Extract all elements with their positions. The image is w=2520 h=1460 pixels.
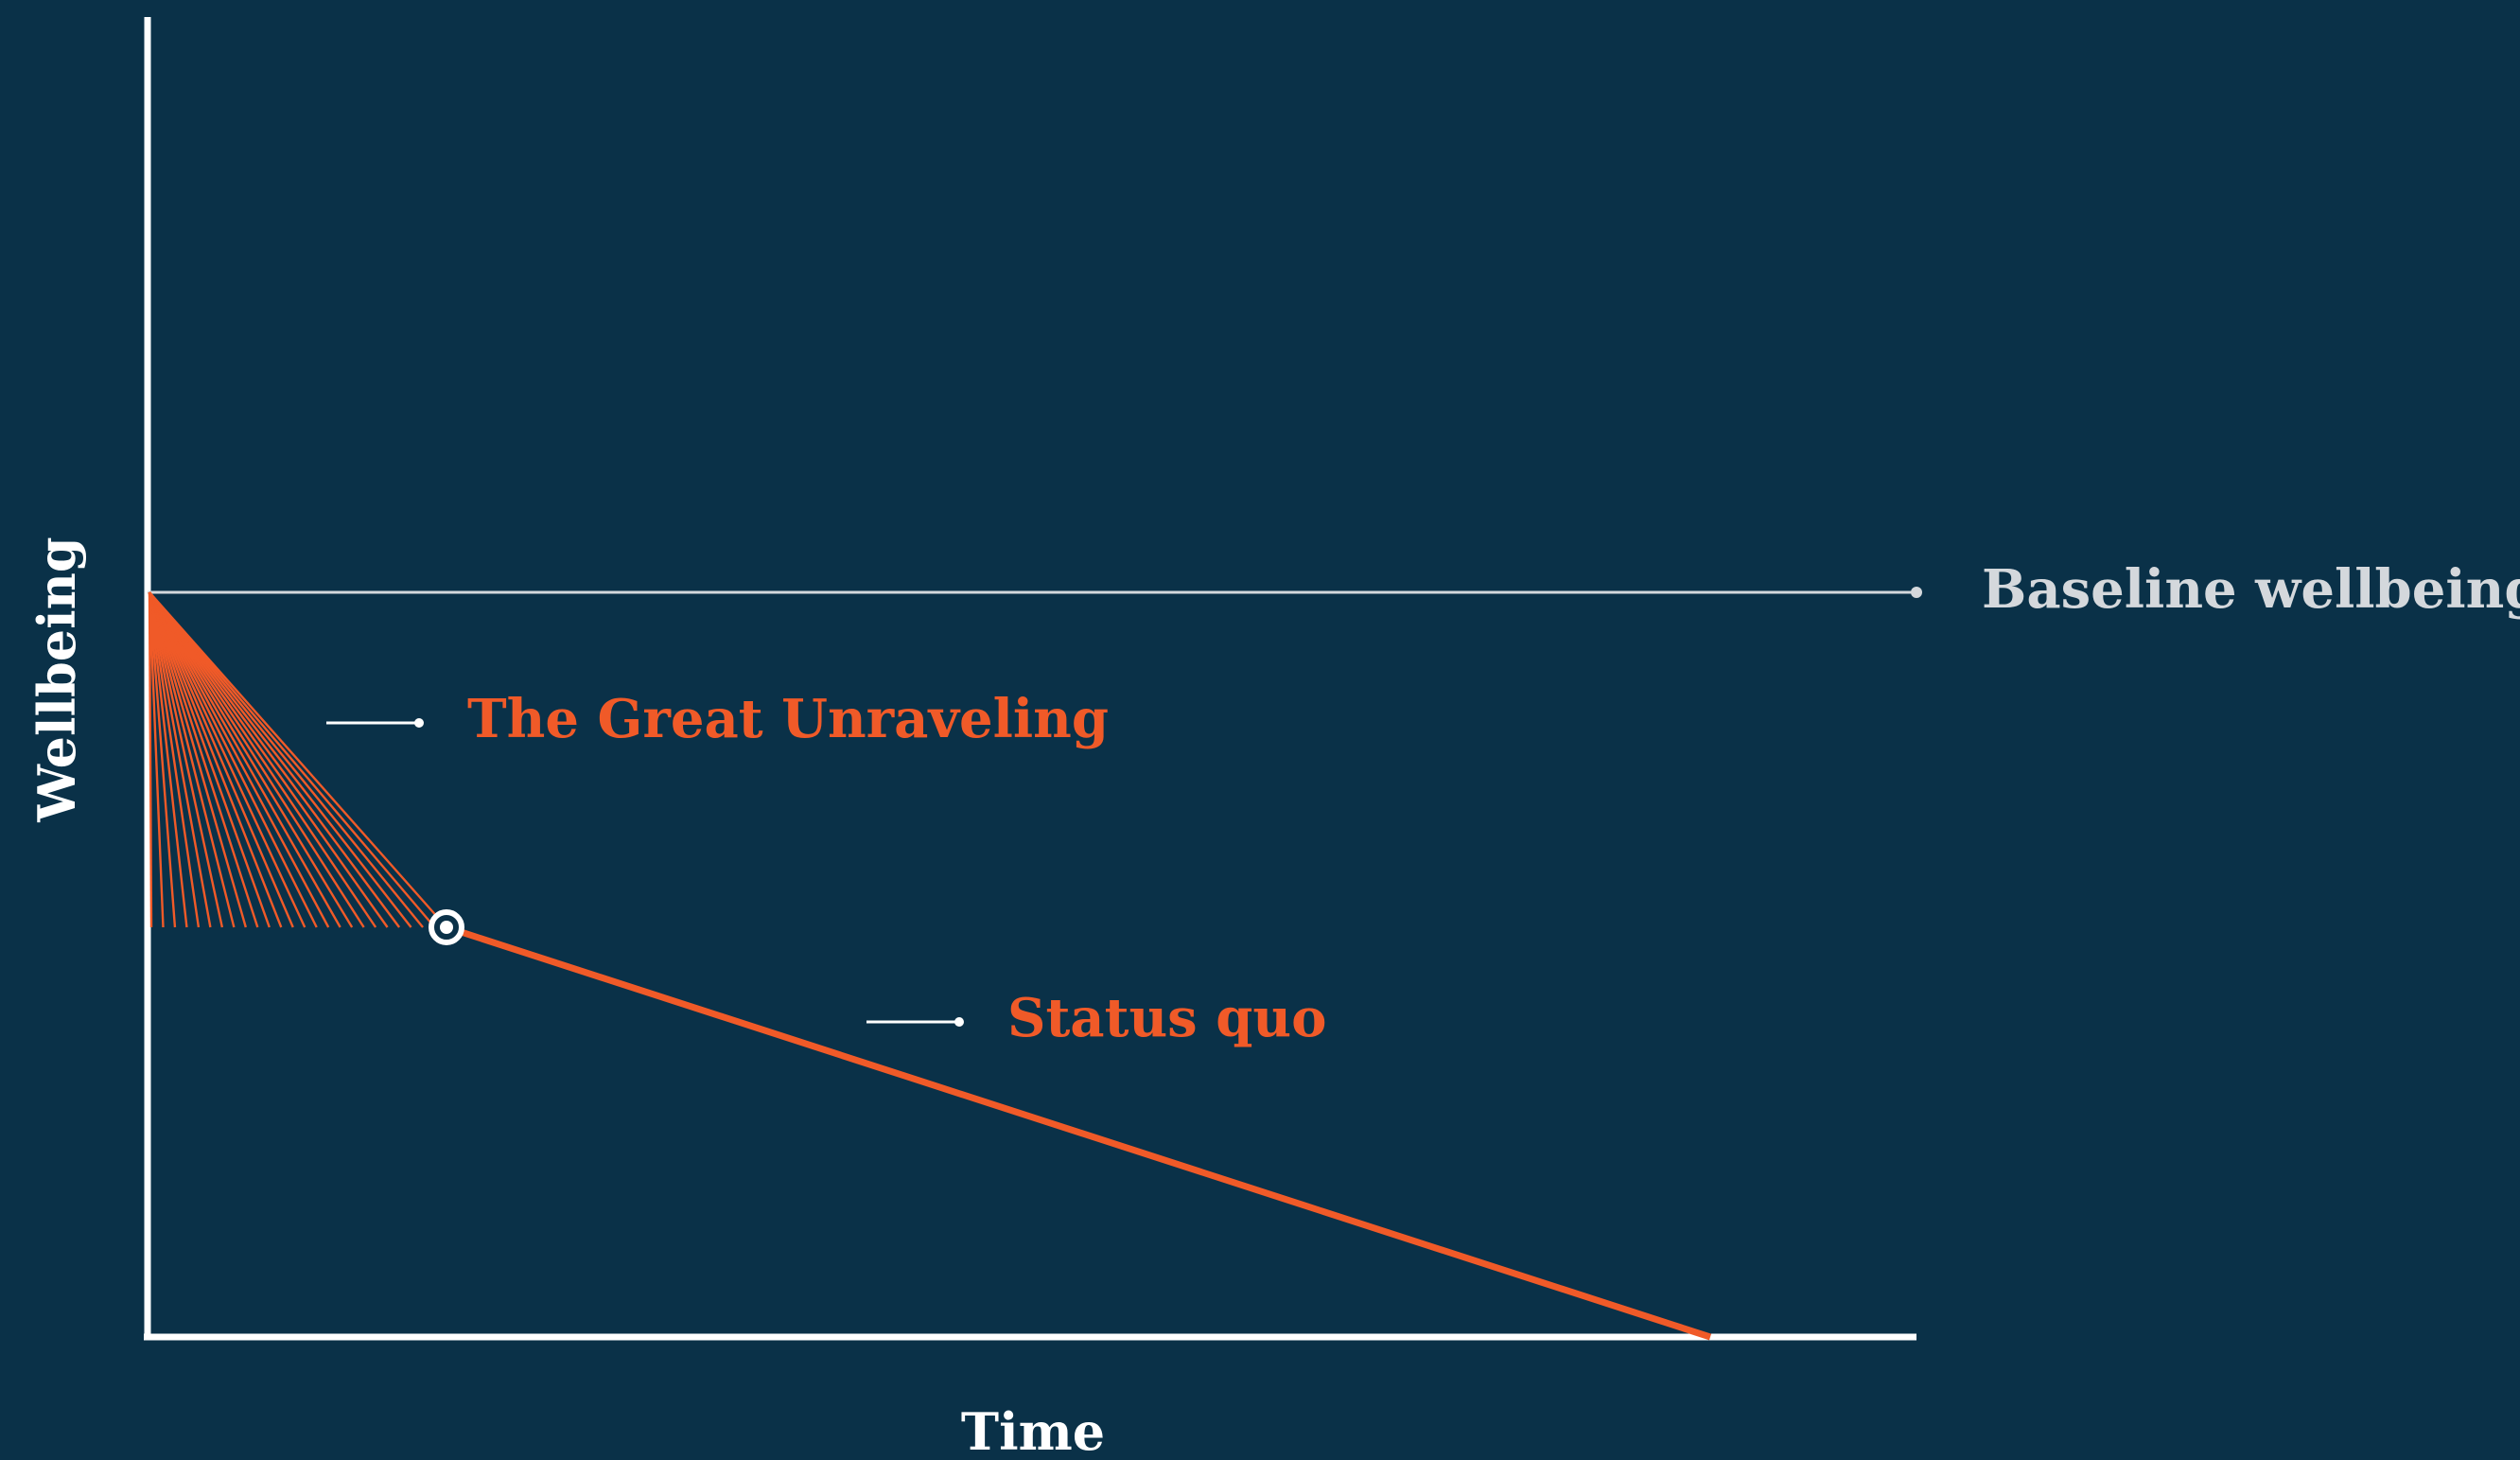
- unraveling-fan-line: [148, 591, 354, 928]
- unraveling-fan-line: [148, 591, 294, 928]
- unraveling-fan-line: [148, 591, 236, 928]
- unraveling-fan-line: [148, 591, 177, 928]
- unraveling-fan-line: [148, 591, 283, 928]
- status-quo-label: Status quo: [1007, 987, 1326, 1049]
- unraveling-fan-line: [148, 591, 165, 928]
- unraveling-fan-line: [148, 591, 271, 928]
- great-unraveling-fan: [148, 591, 447, 928]
- unraveling-fan-line: [148, 591, 201, 928]
- x-axis-label: Time: [961, 1401, 1105, 1460]
- unraveling-fan-line: [148, 591, 153, 928]
- unraveling-fan-line: [149, 591, 389, 928]
- unraveling-fan-line: [148, 591, 306, 928]
- baseline-label: Baseline wellbeing: [1982, 558, 2520, 621]
- unraveling-fan-line: [149, 591, 424, 928]
- unraveling-fan-line: [149, 591, 447, 928]
- baseline-end-marker: [1911, 587, 1922, 598]
- unraveling-fan-line: [149, 591, 436, 928]
- unraveling-fan-line: [149, 591, 377, 928]
- y-axis-label: Wellbeing: [26, 537, 87, 822]
- unraveling-fan-line: [148, 591, 212, 928]
- status-quo-line: [445, 923, 1712, 1341]
- status-quo-pointer-dot: [954, 1017, 964, 1027]
- great-unraveling-pointer-dot: [414, 718, 424, 728]
- unraveling-fan-line: [148, 591, 365, 928]
- unraveling-fan-line: [148, 591, 188, 928]
- unraveling-fan-line: [149, 591, 412, 928]
- unraveling-fan-line: [149, 591, 401, 928]
- great-unraveling-label: The Great Unraveling: [467, 688, 1109, 750]
- pivot-marker-dot: [440, 921, 453, 934]
- unraveling-fan-line: [148, 591, 330, 928]
- unraveling-fan-line: [148, 591, 341, 928]
- unraveling-fan-line: [148, 591, 259, 928]
- unraveling-fan-line: [148, 591, 318, 928]
- unraveling-fan-line: [148, 591, 247, 928]
- unraveling-fan-line: [148, 591, 224, 928]
